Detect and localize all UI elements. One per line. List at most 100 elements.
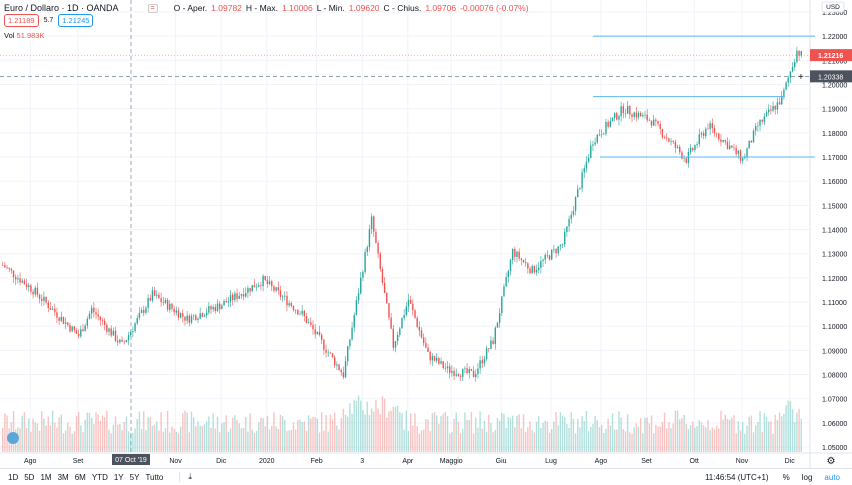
volume-bar — [635, 423, 638, 452]
tradingview-cloud-icon — [7, 432, 19, 444]
candle — [221, 305, 223, 310]
candle — [6, 267, 8, 268]
low-value: 1.09620 — [348, 3, 380, 13]
candle — [527, 263, 529, 269]
range-5d[interactable]: 5D — [24, 472, 35, 482]
candle — [462, 368, 464, 377]
volume-bar — [477, 427, 479, 452]
volume-bar — [596, 420, 598, 452]
settings-gear-icon[interactable]: ⚙ — [827, 456, 836, 467]
candle — [156, 294, 158, 296]
candle — [10, 268, 13, 271]
candle — [763, 116, 766, 122]
volume-bar — [173, 428, 175, 452]
range-3m[interactable]: 3M — [57, 472, 69, 482]
volume-bar — [232, 417, 234, 452]
candle — [36, 287, 39, 295]
candle — [557, 246, 559, 254]
volume-bar — [431, 413, 434, 452]
volume-bar — [444, 411, 447, 452]
candle — [34, 287, 36, 295]
volume-bar — [681, 418, 683, 452]
price-chart[interactable]: 1.23000 1.22000 1.21000 1.20000 1.19000 1.180… — [0, 0, 852, 468]
volume-bar — [192, 417, 195, 452]
volume-bar — [110, 433, 112, 452]
range-1m[interactable]: 1M — [40, 472, 52, 482]
volume-bar — [409, 413, 412, 452]
candle — [136, 317, 138, 324]
candle — [245, 292, 247, 297]
candle — [294, 310, 297, 311]
clock[interactable]: 11:46:54 (UTC+1) — [704, 472, 769, 482]
log-toggle[interactable]: log — [801, 472, 813, 482]
candle — [388, 303, 390, 318]
candle — [4, 265, 6, 268]
range-6m[interactable]: 6M — [74, 472, 86, 482]
volume-bar — [781, 416, 783, 452]
volume-bar — [446, 415, 449, 452]
candle — [668, 138, 670, 142]
range-1y[interactable]: 1Y — [113, 472, 124, 482]
volume-bar — [663, 412, 666, 452]
crosshair-date-badge — [112, 454, 150, 465]
candle — [151, 290, 154, 301]
volume-bar — [186, 412, 188, 452]
volume-bar — [639, 418, 642, 452]
volume-bar — [64, 430, 67, 452]
candle — [357, 293, 360, 301]
candle — [566, 226, 568, 233]
percent-toggle[interactable]: % — [782, 472, 790, 482]
volume-bar — [394, 406, 397, 452]
candle — [496, 322, 499, 328]
auto-toggle[interactable]: auto — [824, 472, 840, 482]
candle — [666, 137, 668, 139]
buy-button[interactable]: 1.21245 — [58, 14, 94, 27]
volume-bar — [273, 412, 275, 452]
volume-bar — [175, 431, 177, 452]
x-tick-label: Ott — [690, 458, 699, 465]
volume-bar — [689, 425, 692, 452]
candle — [750, 140, 753, 143]
candle — [297, 310, 299, 315]
volume-bar — [778, 412, 781, 452]
candle — [49, 308, 52, 310]
volume-bar — [271, 425, 273, 452]
candle — [631, 114, 633, 117]
volume-bar — [355, 401, 358, 452]
volume-bar — [190, 411, 193, 452]
range-1d[interactable]: 1D — [8, 472, 19, 482]
candle — [416, 317, 418, 328]
candle — [451, 370, 453, 373]
volume-bar — [590, 426, 592, 452]
sell-button[interactable]: 1.21189 — [4, 14, 39, 27]
range-ytd[interactable]: YTD — [91, 472, 108, 482]
volume-bar — [583, 421, 585, 452]
volume-bar — [166, 410, 169, 452]
candle — [318, 331, 321, 335]
volume-bar — [23, 412, 26, 452]
candle — [477, 368, 479, 374]
y-tick-label: 1.12000 — [822, 276, 847, 283]
volume-bar — [299, 419, 301, 452]
range-all[interactable]: Tutto — [145, 472, 164, 482]
volume-bar — [468, 420, 470, 452]
candle — [2, 265, 4, 266]
volume-bar — [644, 418, 646, 452]
volume-bar — [722, 419, 724, 452]
volume-bar — [136, 419, 138, 452]
candle — [177, 310, 180, 318]
candle — [518, 251, 520, 259]
goto-date-icon[interactable]: ⤓ — [179, 472, 192, 482]
volume-bar — [160, 412, 162, 452]
candle — [564, 232, 566, 245]
volume-bar — [650, 415, 653, 452]
volume-bar — [785, 405, 787, 452]
volume-bar — [268, 429, 271, 452]
candle — [481, 360, 483, 364]
volume-bar — [789, 401, 792, 452]
volume-bar — [731, 417, 733, 452]
candle — [370, 216, 373, 230]
volume-bar — [626, 414, 629, 452]
range-5y[interactable]: 5Y — [129, 472, 140, 482]
legend-toggle-button[interactable]: = — [147, 3, 158, 13]
